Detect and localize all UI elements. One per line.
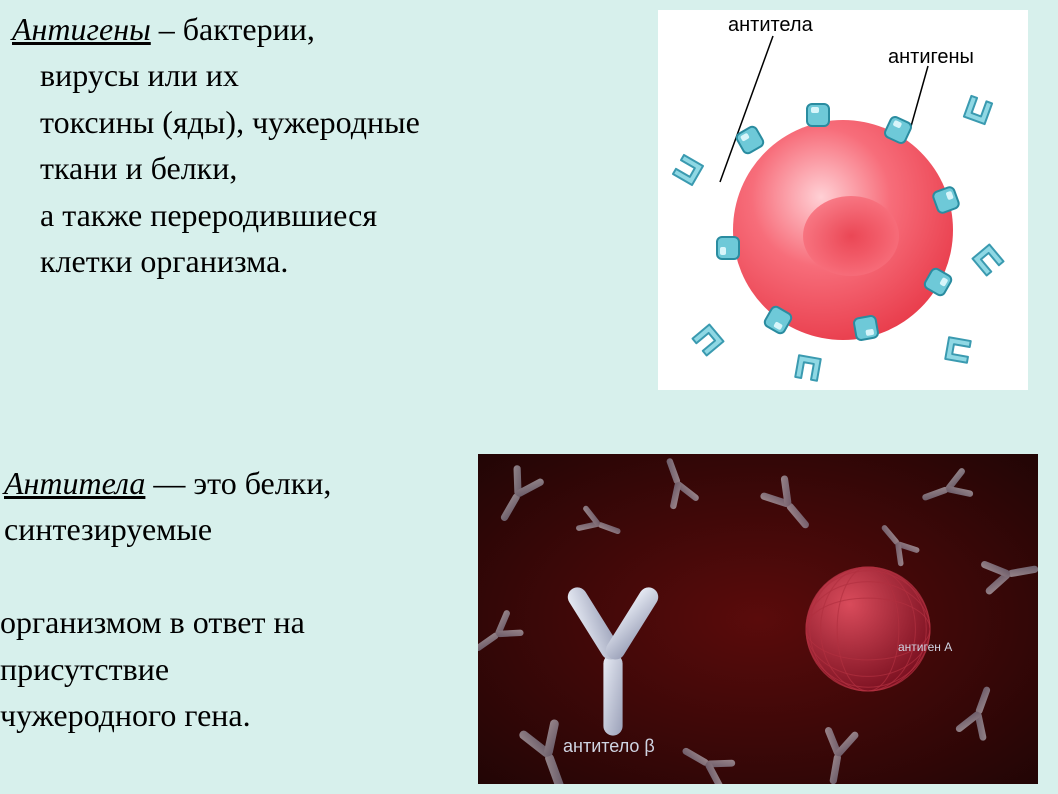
antibody-definition: Антитела — это белки, синтезируемые орга… (0, 460, 470, 738)
figure-antibody-beta: антитело β антиген А (478, 454, 1038, 784)
top-l5: а также переродившиеся (12, 197, 377, 233)
label-antigen-a: антиген А (898, 640, 952, 654)
top-l6: клетки организма. (12, 243, 288, 279)
bot-l4: присутствие (0, 651, 169, 687)
bot-l5: чужеродного гена. (0, 697, 251, 733)
bot-l3: организмом в ответ на (0, 604, 305, 640)
label-antibody-beta: антитело β (563, 736, 655, 757)
bot-l2: синтезируемые (0, 511, 212, 547)
bot-rest1: — это белки, (145, 465, 331, 501)
term-antibody: Антитела (4, 465, 145, 501)
figure-cell-antigen-antibody: антитела антигены (658, 10, 1028, 390)
top-rest1: – бактерии, (151, 11, 315, 47)
term-antigen: Антигены (12, 11, 151, 47)
top-l4: ткани и белки, (12, 150, 237, 186)
top-l3: токсины (яды), чужеродные (12, 104, 420, 140)
top-l2: вирусы или их (12, 57, 239, 93)
antigen-definition: Антигены – бактерии, вирусы или их токси… (12, 6, 632, 284)
